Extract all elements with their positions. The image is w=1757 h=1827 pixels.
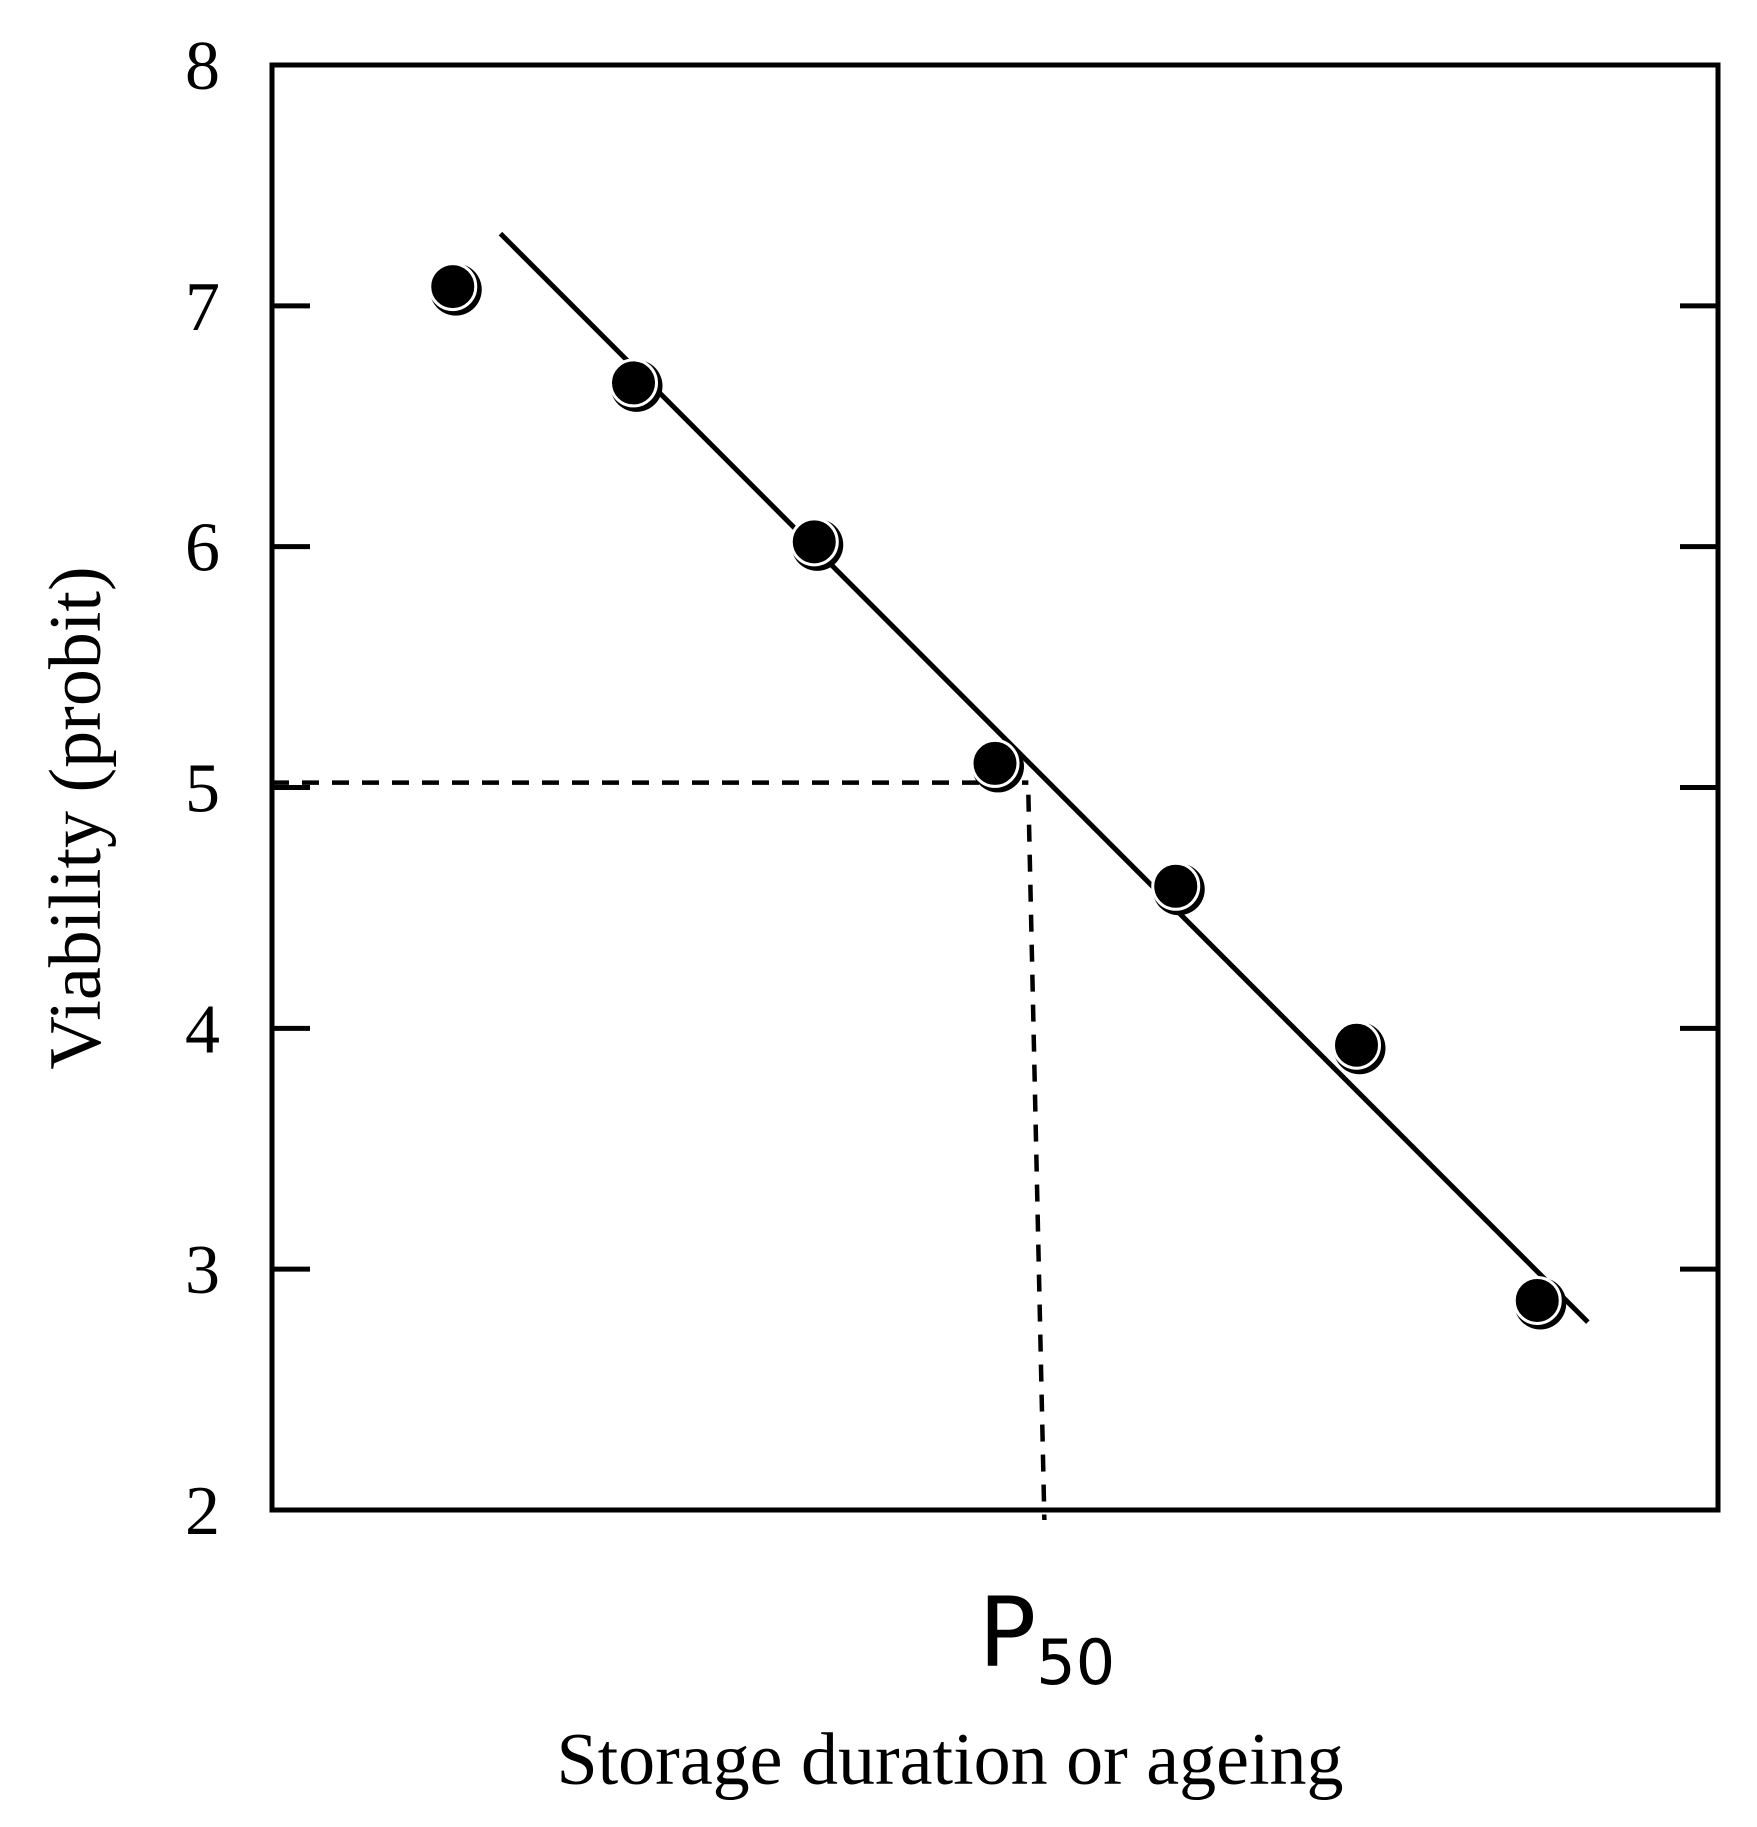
- data-point-marker: [609, 358, 658, 408]
- y-tick-label: 2: [185, 1473, 220, 1550]
- p50-main: P: [978, 1577, 1036, 1689]
- data-point-marker: [1332, 1020, 1381, 1070]
- data-point-marker: [1512, 1275, 1562, 1325]
- fit-line: [498, 231, 1590, 1324]
- data-point: [789, 517, 844, 571]
- data-point-marker: [789, 517, 839, 567]
- y-tick-label: 8: [185, 28, 220, 105]
- y-axis-title: Viability (probit): [35, 566, 117, 1069]
- data-point: [970, 738, 1024, 793]
- p50-label: P50: [978, 1577, 1115, 1699]
- data-point: [609, 358, 663, 412]
- vertical-dashed-line: [1026, 794, 1047, 1521]
- data-point-marker: [970, 738, 1020, 788]
- y-tick-label: 6: [185, 510, 220, 587]
- data-point: [1151, 861, 1205, 916]
- data-point: [1332, 1020, 1386, 1075]
- data-point-marker: [428, 262, 478, 312]
- p50-subscript: 50: [1036, 1626, 1115, 1699]
- y-tick-label: 4: [185, 991, 220, 1068]
- y-tick-label: 7: [185, 269, 220, 346]
- data-point-marker: [1151, 861, 1201, 911]
- fit-line-group: [498, 231, 1590, 1324]
- y-tick-label: 3: [185, 1232, 220, 1309]
- y-axis-ticks: [272, 303, 1718, 1272]
- reference-lines: [272, 780, 1047, 1521]
- data-points: [428, 262, 1567, 1330]
- data-point: [1512, 1275, 1567, 1330]
- data-point: [428, 262, 482, 316]
- x-axis-title: Storage duration or ageing: [556, 1719, 1343, 1801]
- y-tick-label: 5: [185, 751, 220, 828]
- y-axis-tick-labels: 2 3 4 5 6 7 8: [185, 28, 220, 1550]
